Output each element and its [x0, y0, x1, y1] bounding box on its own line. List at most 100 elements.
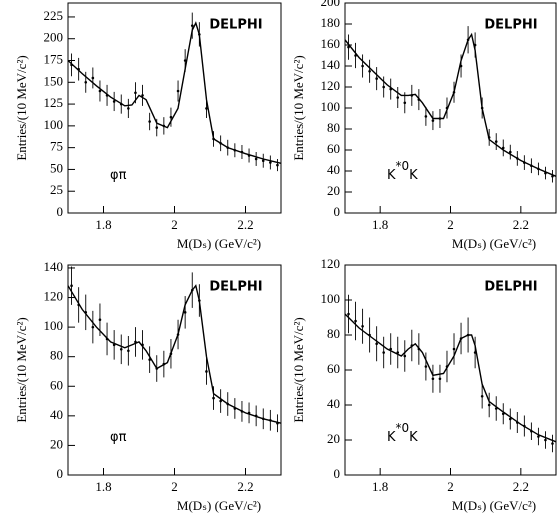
y-tick-label: 0 — [334, 204, 341, 219]
channel-part: K — [387, 168, 396, 183]
y-tick-label: 120 — [321, 256, 341, 271]
y-axis-label: Entries/(10 MeV/c²) — [14, 317, 29, 422]
y-tick-label: 50 — [50, 160, 63, 175]
data-point — [424, 365, 428, 368]
channel-part: K — [387, 430, 396, 445]
channel-part: *0 — [396, 421, 410, 435]
y-tick-label: 40 — [50, 407, 63, 422]
data-point — [403, 101, 407, 105]
y-tick-label: 200 — [44, 30, 64, 45]
data-point — [537, 435, 540, 438]
data-point — [91, 76, 95, 80]
x-tick-label: 2.2 — [237, 217, 253, 232]
y-tick-label: 100 — [44, 318, 64, 333]
data-point — [403, 354, 407, 358]
channel-part: K — [409, 430, 418, 445]
y-tick-label: 20 — [50, 436, 63, 451]
panel: 0 20 40 60 80 100 120 140 1.8 2 2.2 M(Dₛ) (GeV/c²) E… — [14, 259, 282, 513]
y-tick-label: 40 — [327, 162, 340, 177]
data-point — [84, 80, 88, 84]
plot-frame — [67, 2, 282, 214]
plot-frame — [344, 2, 557, 214]
y-axis-label: Entries/(10 MeV/c²) — [14, 55, 29, 160]
channel-part: φπ — [110, 430, 127, 445]
x-axis-label: M(Dₛ) (GeV/c²) — [177, 236, 261, 251]
y-tick-label: 100 — [321, 99, 341, 114]
y-tick-label: 0 — [57, 466, 64, 481]
y-tick-label: 140 — [44, 259, 64, 274]
data-point — [183, 311, 187, 314]
data-point — [148, 120, 151, 123]
data-point — [70, 284, 73, 288]
data-point — [254, 157, 258, 161]
fit-curve — [344, 32, 557, 177]
y-axis-label: Entries/(10 MeV/c²) — [291, 317, 306, 422]
data-point — [169, 115, 173, 119]
y-tick-label: 150 — [44, 73, 64, 88]
y-tick-label: 140 — [321, 57, 341, 72]
data-point — [347, 312, 350, 316]
y-tick-label: 120 — [321, 78, 341, 93]
channel-label: K*0K — [387, 421, 418, 445]
channel-label: φπ — [110, 168, 127, 183]
data-point — [501, 146, 505, 150]
data-point — [91, 325, 95, 329]
data-point — [269, 161, 272, 164]
x-tick-label: 2 — [171, 217, 178, 232]
data-point — [494, 140, 498, 143]
y-tick-label: 125 — [44, 95, 64, 110]
data-point — [219, 399, 222, 403]
x-tick-label: 2.2 — [237, 479, 253, 494]
y-tick-label: 80 — [327, 120, 340, 135]
y-tick-label: 80 — [327, 326, 340, 341]
data-point — [368, 69, 371, 73]
y-tick-label: 225 — [44, 8, 64, 23]
data-point — [98, 318, 102, 322]
y-tick-label: 100 — [321, 291, 341, 306]
data-point — [127, 107, 130, 110]
channel-part: K — [409, 168, 418, 183]
data-point — [141, 94, 144, 97]
x-tick-label: 2 — [171, 479, 178, 494]
y-tick-label: 75 — [50, 139, 63, 154]
y-tick-label: 120 — [44, 289, 64, 304]
plot-frame — [67, 264, 282, 476]
y-tick-label: 40 — [327, 396, 340, 411]
data-point — [382, 85, 385, 89]
fit-curve — [67, 284, 282, 424]
fit-curve — [344, 313, 557, 443]
y-tick-label: 100 — [44, 117, 64, 132]
data-point — [480, 394, 484, 398]
x-tick-label: 2.2 — [513, 479, 529, 494]
data-point — [431, 377, 435, 381]
plot-frame — [344, 264, 557, 476]
data-point — [119, 347, 123, 351]
x-tick-label: 1.8 — [372, 479, 388, 494]
data-point — [361, 324, 364, 328]
data-point — [361, 64, 364, 68]
data-point — [134, 91, 137, 95]
data-point — [487, 403, 491, 407]
x-tick-label: 2 — [447, 217, 454, 232]
experiment-label: DELPHI — [484, 280, 537, 295]
data-point — [375, 77, 378, 80]
x-axis-label: M(Dₛ) (GeV/c²) — [177, 498, 261, 513]
x-tick-label: 2.2 — [513, 217, 529, 232]
data-point — [354, 319, 357, 323]
x-axis-label: M(Dₛ) (GeV/c²) — [452, 498, 536, 513]
data-point — [396, 96, 400, 99]
panel: 0 20 40 60 80 100 120 1.8 2 2.2 M(Dₛ) (GeV/c²) Entr… — [291, 256, 557, 513]
y-tick-label: 60 — [327, 141, 340, 156]
x-tick-label: 2 — [447, 479, 454, 494]
data-point — [375, 342, 378, 346]
fit-curve — [67, 21, 282, 164]
data-point — [424, 115, 428, 118]
data-point — [508, 417, 512, 421]
panel: 0 20 40 60 80 100 120 140 160 180 200 1.8 2 2.2 M(Dₛ) … — [291, 0, 557, 251]
x-tick-label: 1.8 — [95, 217, 111, 232]
y-tick-label: 60 — [327, 361, 340, 376]
y-tick-label: 160 — [321, 36, 341, 51]
channel-label: K*0K — [387, 159, 418, 183]
data-point — [261, 159, 265, 163]
